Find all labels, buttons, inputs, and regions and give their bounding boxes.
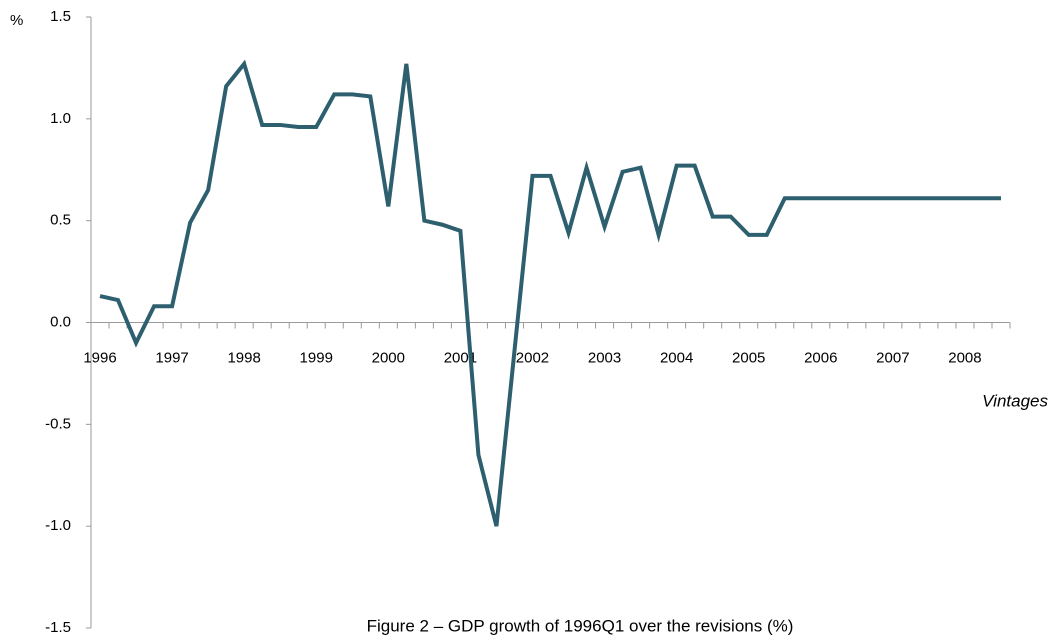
y-tick-label: -1.0 [45, 517, 71, 534]
data-line [99, 59, 1001, 527]
chart-title: Figure 2 – GDP growth of 1996Q1 over the… [367, 616, 794, 635]
x-tick-label: 2000 [372, 349, 405, 366]
y-tick-label: -0.5 [45, 415, 71, 432]
x-tick-label: 2005 [732, 349, 765, 366]
y-tick-label: 0.0 [50, 313, 71, 330]
y-axis-label: % [10, 12, 23, 29]
x-axis-label: Vintages [982, 391, 1048, 410]
x-tick-label: 2007 [876, 349, 909, 366]
y-tick-label: -1.5 [45, 619, 71, 636]
x-tick-label: 2006 [804, 349, 837, 366]
x-tick-label: 2008 [948, 349, 981, 366]
x-tick-label: 1999 [300, 349, 333, 366]
x-tick-label: 2002 [516, 349, 549, 366]
x-tick-label: 2003 [588, 349, 621, 366]
x-tick-label: 2004 [660, 349, 693, 366]
y-tick-label: 1.0 [50, 110, 71, 127]
x-tick-label: 1998 [227, 349, 260, 366]
x-tick-label: 1996 [83, 349, 116, 366]
y-tick-label: 0.5 [50, 212, 71, 229]
x-tick-label: 1997 [155, 349, 188, 366]
y-tick-label: 1.5 [50, 8, 71, 25]
